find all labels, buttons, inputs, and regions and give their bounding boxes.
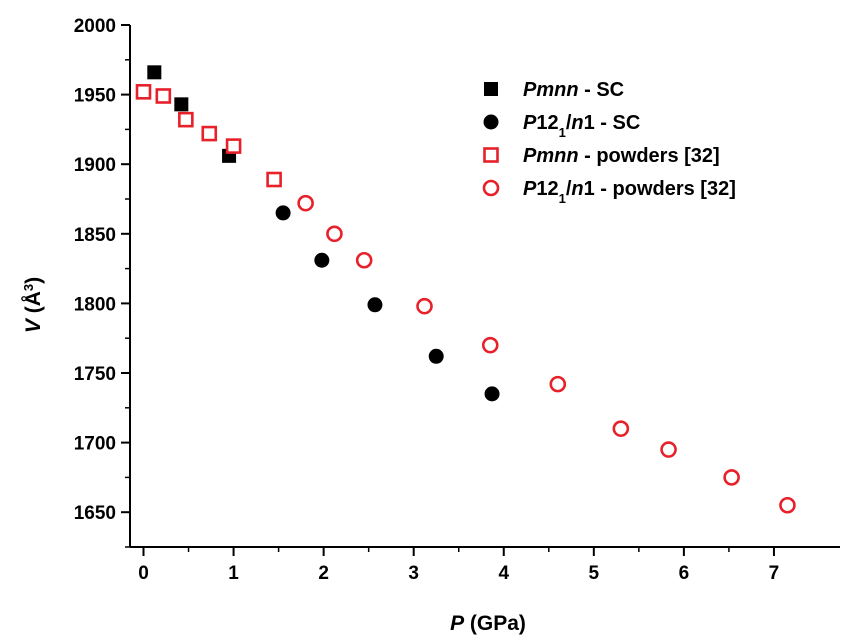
data-point-series-3 bbox=[201, 125, 218, 142]
data-point-series-3 bbox=[266, 171, 282, 188]
data-point-series-4 bbox=[355, 251, 373, 269]
data-point-series-4 bbox=[723, 469, 740, 486]
legend-marker-3 bbox=[483, 147, 499, 163]
data-point-series-4 bbox=[297, 194, 314, 212]
x-axis-title: P (GPa) bbox=[450, 612, 526, 635]
data-marks-layer bbox=[135, 65, 796, 514]
data-point-series-4 bbox=[326, 225, 343, 243]
data-point-series-4 bbox=[612, 420, 630, 437]
data-point-series-3 bbox=[155, 88, 172, 104]
x-tick-label: 0 bbox=[138, 563, 149, 584]
x-tick-label: 5 bbox=[589, 563, 600, 584]
legend-marker-2 bbox=[483, 114, 499, 130]
legend: Pmnn - SC P121/n1 - SC Pmnn - powders [32]… bbox=[482, 79, 736, 206]
x-tick-label: 3 bbox=[408, 563, 419, 584]
data-point-series-2 bbox=[484, 386, 500, 402]
y-tick-label: 1750 bbox=[74, 364, 116, 385]
data-point-series-4 bbox=[549, 375, 567, 393]
x-tick-label: 6 bbox=[679, 563, 690, 584]
data-point-series-3 bbox=[225, 138, 242, 154]
y-tick-label: 1800 bbox=[74, 294, 116, 315]
y-axis-title: V (Å3) bbox=[21, 277, 46, 333]
legend-label-1: Pmnn - SC bbox=[523, 79, 624, 101]
x-tick-label: 2 bbox=[318, 563, 329, 584]
y-tick-label: 2000 bbox=[74, 16, 116, 37]
y-tick-label: 1950 bbox=[74, 86, 116, 107]
data-point-series-4 bbox=[660, 441, 677, 458]
x-tick-label: 4 bbox=[498, 563, 509, 584]
y-tick-label: 1650 bbox=[74, 503, 116, 524]
legend-marker-1 bbox=[484, 82, 498, 96]
y-tick-label: 1900 bbox=[74, 155, 116, 176]
data-point-series-4 bbox=[416, 297, 433, 315]
legend-marker-4 bbox=[482, 179, 500, 197]
x-tick-label: 7 bbox=[769, 563, 780, 584]
data-point-series-3 bbox=[178, 111, 194, 128]
legend-label-3: Pmnn - powders [32] bbox=[523, 145, 720, 167]
data-point-series-1 bbox=[174, 97, 189, 112]
data-point-series-2 bbox=[314, 252, 330, 268]
data-point-series-3 bbox=[135, 84, 152, 100]
data-point-series-2 bbox=[428, 348, 444, 364]
data-point-series-1 bbox=[147, 65, 162, 80]
data-point-series-2 bbox=[367, 297, 383, 313]
legend-label-2: P121/n1 - SC bbox=[523, 112, 640, 140]
y-tick-label: 1700 bbox=[74, 434, 116, 455]
data-point-series-2 bbox=[275, 205, 291, 221]
legend-label-4: P121/n1 - powders [32] bbox=[523, 178, 736, 206]
data-point-series-4 bbox=[481, 336, 499, 354]
y-tick-label: 1850 bbox=[74, 225, 116, 246]
x-tick-label: 1 bbox=[228, 563, 239, 584]
axes-layer: 0 1 2 3 4 5 6 7 1650 1700 1750 1800 1850 1900 1950 2000 bbox=[74, 16, 840, 584]
data-point-series-4 bbox=[779, 496, 796, 514]
